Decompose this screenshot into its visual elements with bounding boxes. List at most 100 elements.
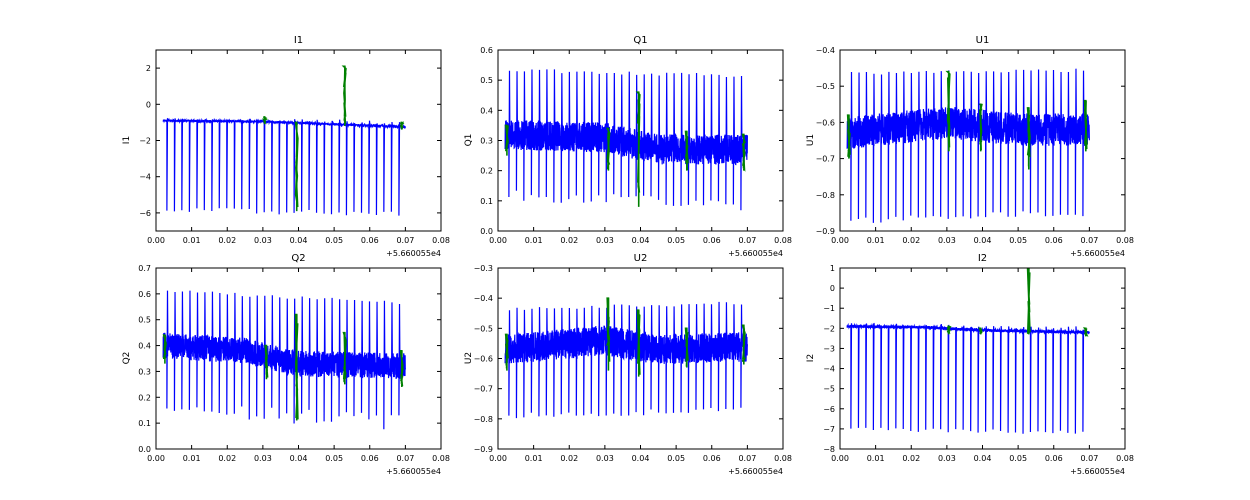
y-tick-label: −2 bbox=[823, 324, 835, 333]
x-tick-label: 0.03 bbox=[254, 236, 272, 245]
event-marker-green bbox=[636, 309, 641, 377]
plot-area: 0.00 0.01 0.02 0.03 0.04 0.05 0.06 0.07 0.08 −0.9… bbox=[474, 264, 792, 463]
x-tick-label: 0.06 bbox=[1045, 236, 1063, 245]
event-marker-green bbox=[741, 324, 747, 365]
x-tick-label: 0.03 bbox=[596, 454, 614, 463]
x-tick-label: 0.06 bbox=[1045, 454, 1063, 463]
data-layer bbox=[846, 268, 1090, 434]
x-tick-label: 0.00 bbox=[831, 236, 849, 245]
y-tick-label: 0.3 bbox=[138, 367, 151, 376]
plot-area: 0.00 0.01 0.02 0.03 0.04 0.05 0.06 0.07 0.08 −8 −7… bbox=[823, 264, 1134, 463]
subplot-q1: Q1 Q1 +5.660055e4 0.00 0.01 0.02 0.03 0.04 0.… bbox=[464, 35, 792, 258]
subplot-title: U1 bbox=[976, 35, 990, 46]
x-tick-label: 0.05 bbox=[1009, 454, 1027, 463]
event-marker-green bbox=[294, 121, 299, 212]
x-tick-label: 0.02 bbox=[218, 454, 236, 463]
x-tick-label: 0.06 bbox=[361, 236, 379, 245]
x-tick-label: 0.04 bbox=[290, 454, 308, 463]
x-tick-label: 0.07 bbox=[1080, 454, 1098, 463]
y-tick-label: 0.4 bbox=[480, 106, 493, 115]
y-tick-label: 0.4 bbox=[138, 342, 151, 351]
y-tick-label: 0 bbox=[146, 100, 151, 109]
x-offset-label: +5.660055e4 bbox=[386, 467, 441, 476]
x-tick-label: 0.01 bbox=[867, 454, 885, 463]
x-tick-label: 0.03 bbox=[596, 236, 614, 245]
y-tick-label: −0.4 bbox=[474, 294, 493, 303]
x-tick-label: 0.08 bbox=[432, 236, 450, 245]
x-tick-label: 0.01 bbox=[525, 454, 543, 463]
event-marker-green bbox=[342, 331, 347, 385]
x-tick-label: 0.01 bbox=[183, 454, 201, 463]
y-tick-label: −5 bbox=[823, 385, 835, 394]
x-tick-label: 0.02 bbox=[560, 454, 578, 463]
x-tick-label: 0.06 bbox=[703, 454, 721, 463]
y-tick-label: −6 bbox=[823, 405, 835, 414]
y-tick-label: 0.5 bbox=[138, 316, 151, 325]
subplot-u1: U1 U1 +5.660055e4 0.00 0.01 0.02 0.03 0.04 0.… bbox=[806, 35, 1134, 258]
y-tick-label: 0.0 bbox=[480, 227, 493, 236]
y-axis-label: Q1 bbox=[464, 134, 474, 147]
event-marker-green bbox=[504, 333, 509, 371]
y-tick-label: −4 bbox=[823, 365, 835, 374]
y-tick-label: −7 bbox=[823, 425, 835, 434]
event-marker-green bbox=[399, 349, 404, 387]
x-tick-label: 0.00 bbox=[489, 454, 507, 463]
event-marker-green bbox=[341, 65, 347, 127]
y-tick-label: 0.2 bbox=[138, 393, 151, 402]
event-marker-green bbox=[846, 114, 851, 159]
x-tick-label: 0.07 bbox=[1080, 236, 1098, 245]
x-tick-label: 0.08 bbox=[774, 454, 792, 463]
event-marker-green bbox=[399, 121, 405, 130]
y-tick-label: 0 bbox=[830, 284, 835, 293]
y-tick-label: 0.6 bbox=[480, 46, 493, 55]
y-tick-label: 0.3 bbox=[480, 137, 493, 146]
x-tick-label: 0.08 bbox=[1116, 236, 1134, 245]
x-tick-label: 0.08 bbox=[774, 236, 792, 245]
y-tick-label: −0.8 bbox=[474, 415, 493, 424]
y-tick-label: −4 bbox=[139, 173, 151, 182]
x-tick-label: 0.05 bbox=[667, 236, 685, 245]
x-offset-label: +5.660055e4 bbox=[728, 467, 783, 476]
data-layer bbox=[504, 297, 748, 419]
y-tick-label: −0.9 bbox=[816, 227, 835, 236]
event-marker-green bbox=[684, 130, 689, 171]
event-marker-green bbox=[741, 133, 746, 172]
x-tick-label: 0.06 bbox=[361, 454, 379, 463]
y-tick-label: −0.8 bbox=[816, 191, 835, 200]
x-tick-label: 0.07 bbox=[396, 454, 414, 463]
x-tick-label: 0.01 bbox=[525, 236, 543, 245]
x-tick-label: 0.00 bbox=[147, 454, 165, 463]
y-tick-label: −0.7 bbox=[816, 155, 835, 164]
event-marker-green bbox=[946, 325, 952, 335]
y-tick-label: 0.6 bbox=[138, 290, 151, 299]
y-axis-label: I2 bbox=[806, 354, 816, 362]
y-tick-label: 1 bbox=[830, 264, 835, 273]
y-tick-label: −0.7 bbox=[474, 385, 493, 394]
x-tick-label: 0.04 bbox=[974, 454, 992, 463]
x-tick-label: 0.04 bbox=[632, 454, 650, 463]
x-tick-label: 0.05 bbox=[667, 454, 685, 463]
x-tick-label: 0.01 bbox=[183, 236, 201, 245]
y-tick-label: 0.1 bbox=[138, 419, 151, 428]
event-marker-green bbox=[504, 124, 509, 156]
series-line-blue bbox=[504, 301, 748, 419]
y-tick-label: −0.3 bbox=[474, 264, 493, 273]
x-tick-label: 0.03 bbox=[254, 454, 272, 463]
x-tick-label: 0.01 bbox=[867, 236, 885, 245]
x-tick-label: 0.06 bbox=[703, 236, 721, 245]
series-line-blue bbox=[846, 322, 1090, 434]
y-tick-label: 0.2 bbox=[480, 167, 493, 176]
series-line-blue bbox=[504, 69, 748, 211]
x-tick-label: 0.00 bbox=[831, 454, 849, 463]
data-layer bbox=[846, 68, 1090, 223]
event-marker-green bbox=[1083, 99, 1088, 152]
plot-area: 0.00 0.01 0.02 0.03 0.04 0.05 0.06 0.07 0.08 0.0 0… bbox=[480, 46, 792, 245]
x-tick-label: 0.02 bbox=[902, 236, 920, 245]
x-tick-label: 0.05 bbox=[325, 236, 343, 245]
subplot-title: I1 bbox=[294, 35, 303, 46]
y-tick-label: 2 bbox=[146, 64, 151, 73]
x-offset-label: +5.660055e4 bbox=[1070, 467, 1125, 476]
x-tick-label: 0.02 bbox=[560, 236, 578, 245]
event-marker-green bbox=[978, 327, 983, 335]
